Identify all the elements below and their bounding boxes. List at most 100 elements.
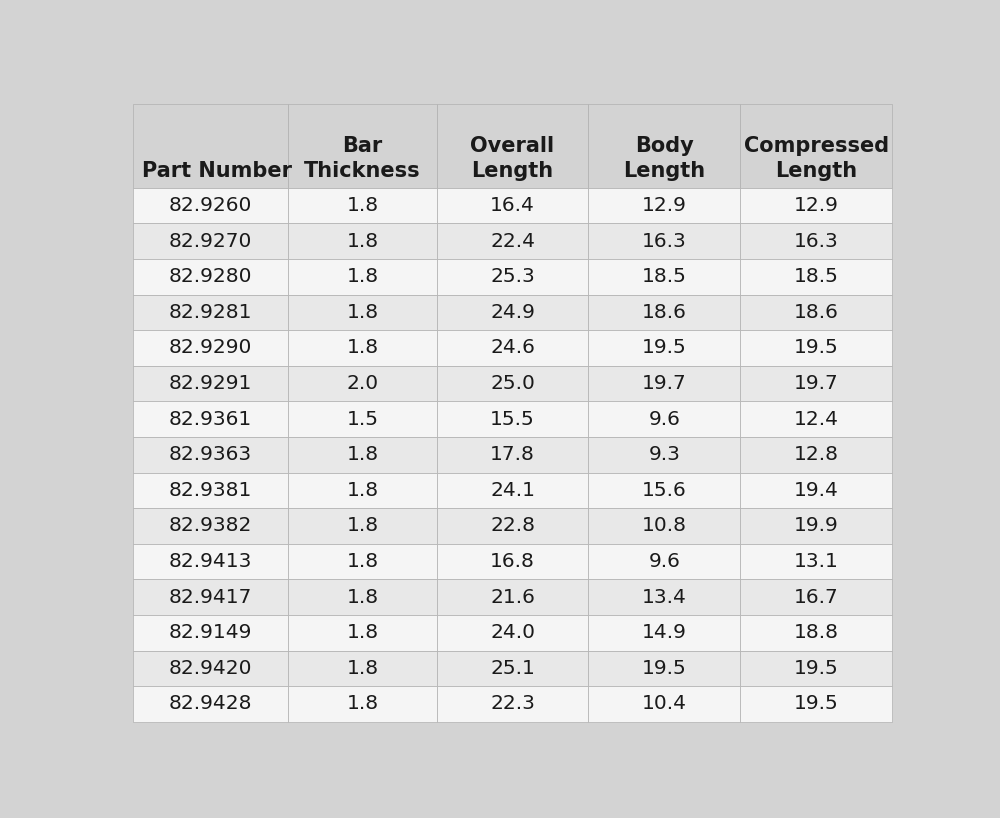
Bar <box>588 402 740 437</box>
Bar <box>437 366 588 402</box>
Text: 1.8: 1.8 <box>346 339 379 357</box>
Text: 1.8: 1.8 <box>346 231 379 250</box>
Text: Overall
Length: Overall Length <box>470 137 555 181</box>
Text: 18.5: 18.5 <box>642 267 687 286</box>
Bar <box>437 188 588 223</box>
Text: Part Number: Part Number <box>142 161 292 181</box>
Bar <box>437 223 588 259</box>
Bar <box>740 544 892 579</box>
Text: 22.4: 22.4 <box>490 231 535 250</box>
Text: 19.7: 19.7 <box>794 374 839 393</box>
Bar <box>437 508 588 544</box>
Text: 19.9: 19.9 <box>794 516 839 536</box>
Text: 25.3: 25.3 <box>490 267 535 286</box>
Bar <box>740 330 892 366</box>
Bar <box>133 259 288 294</box>
Bar <box>740 402 892 437</box>
Text: 18.6: 18.6 <box>642 303 687 321</box>
Text: 82.9291: 82.9291 <box>169 374 252 393</box>
Bar <box>288 473 437 508</box>
Bar <box>740 188 892 223</box>
Text: 12.9: 12.9 <box>794 196 839 215</box>
Bar <box>437 330 588 366</box>
Text: 82.9413: 82.9413 <box>169 552 252 571</box>
Bar <box>740 259 892 294</box>
Text: 17.8: 17.8 <box>490 445 535 465</box>
Bar <box>133 650 288 686</box>
Bar <box>588 105 740 188</box>
Bar <box>740 294 892 330</box>
Bar <box>437 259 588 294</box>
Text: 16.3: 16.3 <box>642 231 687 250</box>
Text: 2.0: 2.0 <box>346 374 379 393</box>
Bar <box>437 437 588 473</box>
Bar <box>288 686 437 721</box>
Text: 1.8: 1.8 <box>346 658 379 678</box>
Text: 82.9381: 82.9381 <box>169 481 252 500</box>
Bar <box>133 615 288 650</box>
Text: 12.4: 12.4 <box>794 410 839 429</box>
Bar <box>740 650 892 686</box>
Bar <box>437 105 588 188</box>
Bar <box>133 579 288 615</box>
Text: 82.9361: 82.9361 <box>169 410 252 429</box>
Bar <box>588 579 740 615</box>
Text: 82.9420: 82.9420 <box>169 658 252 678</box>
Bar <box>740 579 892 615</box>
Text: 19.5: 19.5 <box>794 658 839 678</box>
Bar <box>740 366 892 402</box>
Bar <box>133 366 288 402</box>
Bar <box>740 508 892 544</box>
Text: 82.9417: 82.9417 <box>169 587 252 607</box>
Text: 22.3: 22.3 <box>490 694 535 713</box>
Bar <box>288 105 437 188</box>
Bar <box>288 259 437 294</box>
Bar <box>437 579 588 615</box>
Bar <box>133 686 288 721</box>
Text: Compressed
Length: Compressed Length <box>744 137 889 181</box>
Bar <box>588 473 740 508</box>
Bar <box>740 473 892 508</box>
Text: 1.8: 1.8 <box>346 267 379 286</box>
Bar <box>288 402 437 437</box>
Text: 9.3: 9.3 <box>648 445 680 465</box>
Text: 14.9: 14.9 <box>642 623 687 642</box>
Bar <box>437 402 588 437</box>
Text: 1.8: 1.8 <box>346 303 379 321</box>
Bar <box>437 650 588 686</box>
Text: 82.9280: 82.9280 <box>169 267 252 286</box>
Bar <box>588 223 740 259</box>
Bar <box>740 686 892 721</box>
Text: 18.8: 18.8 <box>794 623 839 642</box>
Text: 1.8: 1.8 <box>346 481 379 500</box>
Bar <box>437 473 588 508</box>
Bar <box>288 330 437 366</box>
Bar <box>740 437 892 473</box>
Text: 19.4: 19.4 <box>794 481 839 500</box>
Bar <box>588 544 740 579</box>
Text: 19.5: 19.5 <box>642 658 687 678</box>
Text: Bar
Thickness: Bar Thickness <box>304 137 421 181</box>
Text: 25.0: 25.0 <box>490 374 535 393</box>
Bar <box>288 650 437 686</box>
Text: 82.9270: 82.9270 <box>169 231 252 250</box>
Bar <box>133 402 288 437</box>
Bar <box>588 686 740 721</box>
Bar <box>588 437 740 473</box>
Bar <box>588 615 740 650</box>
Text: 1.8: 1.8 <box>346 552 379 571</box>
Bar <box>588 330 740 366</box>
Text: 15.5: 15.5 <box>490 410 535 429</box>
Bar <box>740 105 892 188</box>
Text: 22.8: 22.8 <box>490 516 535 536</box>
Text: 82.9290: 82.9290 <box>169 339 252 357</box>
Bar <box>740 223 892 259</box>
Text: 16.8: 16.8 <box>490 552 535 571</box>
Bar <box>588 188 740 223</box>
Text: 16.3: 16.3 <box>794 231 839 250</box>
Bar <box>288 223 437 259</box>
Bar <box>133 508 288 544</box>
Bar <box>437 615 588 650</box>
Bar <box>288 294 437 330</box>
Text: Body
Length: Body Length <box>623 137 705 181</box>
